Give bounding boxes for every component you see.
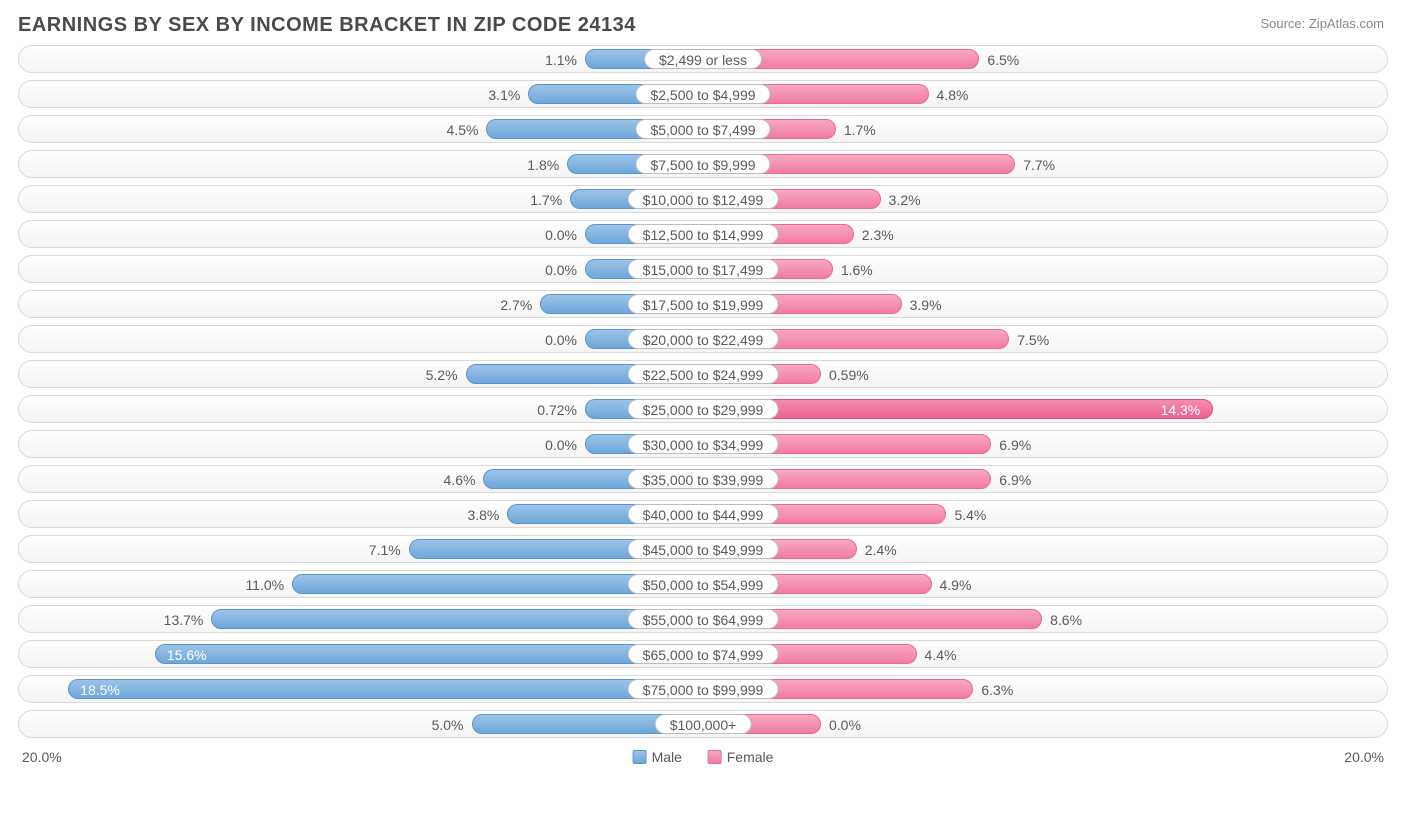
female-value-label: 6.9% bbox=[999, 466, 1031, 494]
chart-row: 18.5% 6.3% $75,000 to $99,999 bbox=[18, 675, 1388, 703]
male-bar bbox=[155, 644, 703, 664]
chart-row: 2.7% 3.9% $17,500 to $19,999 bbox=[18, 290, 1388, 318]
chart-row: 3.1% 4.8% $2,500 to $4,999 bbox=[18, 80, 1388, 108]
bracket-label: $65,000 to $74,999 bbox=[628, 644, 779, 664]
bracket-label: $7,500 to $9,999 bbox=[635, 154, 770, 174]
bracket-label: $12,500 to $14,999 bbox=[628, 224, 779, 244]
female-value-label: 2.3% bbox=[862, 221, 894, 249]
female-value-label: 3.9% bbox=[910, 291, 942, 319]
female-value-label: 1.7% bbox=[844, 116, 876, 144]
bracket-label: $5,000 to $7,499 bbox=[635, 119, 770, 139]
female-value-label: 7.5% bbox=[1017, 326, 1049, 354]
male-value-label: 0.0% bbox=[545, 326, 577, 354]
chart-row: 1.8% 7.7% $7,500 to $9,999 bbox=[18, 150, 1388, 178]
bracket-label: $2,499 or less bbox=[644, 49, 762, 69]
chart-row: 5.2% 0.59% $22,500 to $24,999 bbox=[18, 360, 1388, 388]
bracket-label: $30,000 to $34,999 bbox=[628, 434, 779, 454]
male-value-label: 13.7% bbox=[164, 606, 204, 634]
male-value-label: 15.6% bbox=[167, 641, 207, 669]
chart-title: EARNINGS BY SEX BY INCOME BRACKET IN ZIP… bbox=[18, 14, 1388, 37]
chart-row: 0.0% 6.9% $30,000 to $34,999 bbox=[18, 430, 1388, 458]
male-value-label: 2.7% bbox=[500, 291, 532, 319]
bracket-label: $50,000 to $54,999 bbox=[628, 574, 779, 594]
female-value-label: 5.4% bbox=[954, 501, 986, 529]
bracket-label: $100,000+ bbox=[655, 714, 752, 734]
chart-row: 11.0% 4.9% $50,000 to $54,999 bbox=[18, 570, 1388, 598]
male-value-label: 18.5% bbox=[80, 676, 120, 704]
chart-row: 1.1% 6.5% $2,499 or less bbox=[18, 45, 1388, 73]
female-value-label: 6.3% bbox=[981, 676, 1013, 704]
legend-swatch-female bbox=[708, 750, 722, 764]
chart-row: 15.6% 4.4% $65,000 to $74,999 bbox=[18, 640, 1388, 668]
chart-row: 7.1% 2.4% $45,000 to $49,999 bbox=[18, 535, 1388, 563]
bracket-label: $10,000 to $12,499 bbox=[628, 189, 779, 209]
male-value-label: 3.1% bbox=[488, 81, 520, 109]
female-value-label: 3.2% bbox=[889, 186, 921, 214]
female-value-label: 6.9% bbox=[999, 431, 1031, 459]
chart-legend: Male Female bbox=[633, 749, 774, 765]
chart-row: 1.7% 3.2% $10,000 to $12,499 bbox=[18, 185, 1388, 213]
source-attribution: Source: ZipAtlas.com bbox=[1260, 16, 1384, 31]
legend-label-female: Female bbox=[727, 749, 774, 765]
legend-label-male: Male bbox=[652, 749, 682, 765]
axis-max-right: 20.0% bbox=[1344, 749, 1384, 765]
chart-row: 4.6% 6.9% $35,000 to $39,999 bbox=[18, 465, 1388, 493]
male-bar bbox=[68, 679, 703, 699]
bracket-label: $20,000 to $22,499 bbox=[628, 329, 779, 349]
bracket-label: $25,000 to $29,999 bbox=[628, 399, 779, 419]
female-value-label: 0.59% bbox=[829, 361, 869, 389]
male-value-label: 4.5% bbox=[447, 116, 479, 144]
female-value-label: 0.0% bbox=[829, 711, 861, 739]
chart-row: 3.8% 5.4% $40,000 to $44,999 bbox=[18, 500, 1388, 528]
axis-max-left: 20.0% bbox=[22, 749, 62, 765]
male-value-label: 3.8% bbox=[467, 501, 499, 529]
male-value-label: 11.0% bbox=[245, 571, 284, 599]
male-value-label: 1.8% bbox=[527, 151, 559, 179]
bracket-label: $17,500 to $19,999 bbox=[628, 294, 779, 314]
bracket-label: $2,500 to $4,999 bbox=[635, 84, 770, 104]
male-value-label: 0.0% bbox=[545, 221, 577, 249]
female-value-label: 6.5% bbox=[987, 46, 1019, 74]
chart-row: 0.0% 7.5% $20,000 to $22,499 bbox=[18, 325, 1388, 353]
chart-row: 4.5% 1.7% $5,000 to $7,499 bbox=[18, 115, 1388, 143]
male-value-label: 1.1% bbox=[545, 46, 577, 74]
male-value-label: 7.1% bbox=[369, 536, 401, 564]
female-value-label: 8.6% bbox=[1050, 606, 1082, 634]
chart-row: 0.72% 14.3% $25,000 to $29,999 bbox=[18, 395, 1388, 423]
bracket-label: $22,500 to $24,999 bbox=[628, 364, 779, 384]
male-value-label: 0.0% bbox=[545, 431, 577, 459]
male-value-label: 0.0% bbox=[545, 256, 577, 284]
male-value-label: 0.72% bbox=[537, 396, 577, 424]
chart-row: 0.0% 2.3% $12,500 to $14,999 bbox=[18, 220, 1388, 248]
female-value-label: 2.4% bbox=[865, 536, 897, 564]
female-value-label: 4.4% bbox=[925, 641, 957, 669]
chart-footer: 20.0% Male Female 20.0% bbox=[18, 745, 1388, 775]
female-value-label: 14.3% bbox=[1161, 396, 1201, 424]
female-bar bbox=[703, 399, 1213, 419]
legend-swatch-male bbox=[633, 750, 647, 764]
bracket-label: $40,000 to $44,999 bbox=[628, 504, 779, 524]
chart-row: 5.0% 0.0% $100,000+ bbox=[18, 710, 1388, 738]
male-value-label: 5.0% bbox=[432, 711, 464, 739]
female-value-label: 4.9% bbox=[940, 571, 972, 599]
female-value-label: 4.8% bbox=[937, 81, 969, 109]
bracket-label: $45,000 to $49,999 bbox=[628, 539, 779, 559]
bracket-label: $35,000 to $39,999 bbox=[628, 469, 779, 489]
female-value-label: 1.6% bbox=[841, 256, 873, 284]
bracket-label: $55,000 to $64,999 bbox=[628, 609, 779, 629]
chart-row: 0.0% 1.6% $15,000 to $17,499 bbox=[18, 255, 1388, 283]
male-value-label: 5.2% bbox=[426, 361, 458, 389]
bracket-label: $15,000 to $17,499 bbox=[628, 259, 779, 279]
bracket-label: $75,000 to $99,999 bbox=[628, 679, 779, 699]
male-value-label: 1.7% bbox=[530, 186, 562, 214]
chart-row: 13.7% 8.6% $55,000 to $64,999 bbox=[18, 605, 1388, 633]
diverging-bar-chart: 1.1% 6.5% $2,499 or less 3.1% 4.8% $2,500 to … bbox=[18, 45, 1388, 738]
male-value-label: 4.6% bbox=[444, 466, 476, 494]
female-value-label: 7.7% bbox=[1023, 151, 1055, 179]
